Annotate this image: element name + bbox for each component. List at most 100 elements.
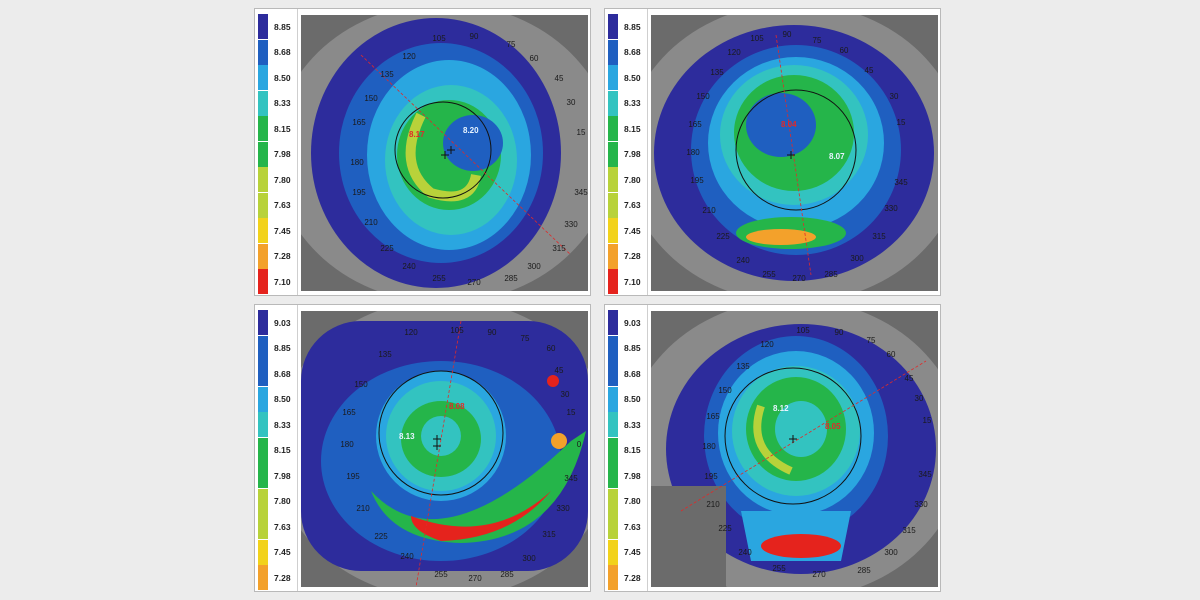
legend-value: 8.68 [624,368,641,379]
zone-green-crescent [371,431,586,543]
legend-value: 7.10 [624,276,641,287]
zone-blue-center [746,93,816,157]
curvature-reading: 8.17 [409,130,425,139]
degree-label: 105 [450,326,464,335]
curvature-reading: 8.04 [781,120,797,129]
legend-swatch [608,310,618,335]
degree-label: 330 [564,220,578,229]
degree-label: 210 [706,500,720,509]
legend-value: 7.28 [274,572,291,583]
degree-label: 60 [887,350,896,359]
degree-label: 285 [500,570,514,579]
degree-label: 90 [783,30,792,39]
degree-label: 90 [835,328,844,337]
reference-circle [735,89,857,211]
degree-label: 240 [736,256,750,265]
degree-label: 315 [902,526,916,535]
legend-swatch [258,437,268,463]
degree-label: 300 [527,262,541,271]
degree-label: 45 [905,374,914,383]
legend-value: 8.50 [624,394,641,404]
reference-circle [724,367,862,505]
legend-value: 7.63 [624,521,641,532]
legend-swatch [608,335,618,361]
topography-svg: 90 105 75 120 60 135 45 150 30 165 15 180 195 345 210 3… [301,15,588,291]
degree-label: 150 [354,380,368,389]
legend-swatch [608,14,618,39]
legend-value: 7.63 [274,521,291,532]
legend-swatch [608,167,618,192]
reference-circle [394,101,492,199]
topography-svg: 90 105 75 120 60 135 45 150 30 165 15 180 0 195 345 210… [301,311,588,587]
legend-entry: 7.98 [605,141,647,167]
legend-swatch [258,565,268,590]
legend-entry: 7.45 [605,218,647,243]
degree-label: 150 [364,94,378,103]
legend-entry: 8.15 [255,437,297,463]
degree-label: 255 [762,270,776,279]
degree-label: 105 [796,326,810,335]
legend-entry: 8.85 [605,335,647,361]
legend-entry: 9.03 [605,310,647,335]
legend-entry: 9.03 [255,310,297,335]
corneal-topography-map: 90 105 75 120 60 135 45 150 30 165 15 180 195 345 210 3… [651,15,938,291]
degree-label: 330 [884,204,898,213]
legend-entry: 8.68 [255,361,297,386]
legend-value: 7.80 [624,496,641,506]
degree-label: 285 [857,566,871,575]
degree-label: 225 [716,232,730,241]
curvature-reading: 8.07 [829,152,845,161]
degree-label: 180 [340,440,354,449]
color-scale-legend: 9.03 8.85 8.68 8.50 8.33 8.15 7.98 7.80 7.63 7.45… [605,305,648,591]
legend-swatch [258,218,268,243]
legend-value: 7.45 [624,225,641,236]
legend-swatch [608,514,618,539]
legend-swatch [608,361,618,386]
legend-value: 7.63 [624,200,641,210]
legend-entry: 8.33 [255,412,297,437]
degree-label: 345 [564,474,578,483]
legend-value: 7.80 [624,174,641,185]
legend-swatch [608,412,618,437]
topography-panel-4: 9.03 8.85 8.68 8.50 8.33 8.15 7.98 7.80 7.63 7.45… [604,304,941,592]
legend-entry: 7.98 [255,463,297,488]
degree-label: 75 [521,334,530,343]
degree-label: 195 [352,188,366,197]
legend-swatch [258,514,268,539]
degree-label: 315 [552,244,566,253]
degree-label: 195 [346,472,360,481]
legend-swatch [258,488,268,514]
legend-entry: 7.28 [605,565,647,590]
degree-label: 120 [402,52,416,61]
zone-cyan-center [775,401,827,457]
zone-cyan-center [421,416,461,456]
degree-label: 45 [555,74,564,83]
degree-label: 255 [434,570,448,579]
legend-swatch [608,141,618,167]
degree-label: 225 [374,532,388,541]
legend-entry: 8.15 [255,116,297,141]
legend-swatch [258,167,268,192]
legend-entry: 7.28 [605,243,647,269]
center-crosshair [433,435,441,450]
degree-label: 165 [352,118,366,127]
legend-swatch [258,141,268,167]
legend-swatch [608,39,618,65]
legend-value: 8.15 [274,445,291,455]
degree-label: 150 [696,92,710,101]
legend-value: 7.28 [624,572,641,583]
legend-swatch [608,192,618,218]
degree-label: 15 [577,128,586,137]
degree-label: 330 [914,500,928,509]
legend-entry: 7.10 [255,269,297,294]
legend-swatch [258,39,268,65]
legend-entry: 7.80 [255,167,297,192]
legend-entry: 8.68 [605,39,647,65]
corneal-topography-map: 90 105 75 120 60 135 45 150 30 165 15 180 0 195 345 210… [301,311,588,587]
legend-swatch [608,116,618,141]
degree-label: 135 [736,362,750,371]
corneal-topography-map: 90 105 75 120 60 135 45 150 30 165 15 180 195 345 210 3… [651,311,938,587]
degree-label: 270 [468,574,482,583]
degree-label: 195 [690,176,704,185]
degree-label: 315 [542,530,556,539]
